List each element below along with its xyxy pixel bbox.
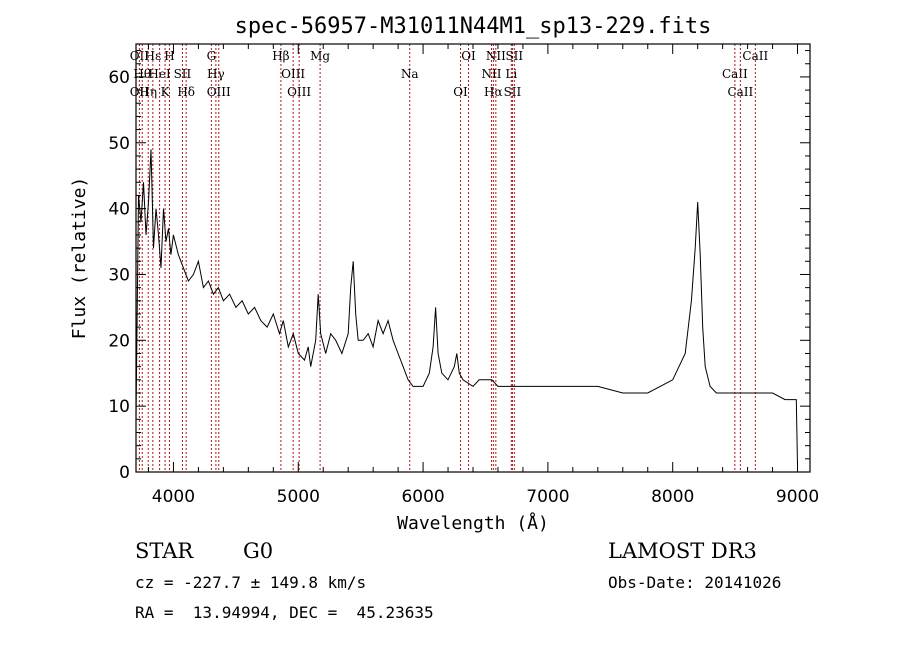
- line-marker-label: Hα: [484, 85, 503, 99]
- line-marker-label: NII: [481, 67, 501, 81]
- survey-name: LAMOST DR3: [608, 539, 757, 563]
- y-axis-ticks: 0 10 20 30 40 50 60: [108, 50, 810, 483]
- line-marker-label: Hε: [145, 49, 162, 63]
- line-marker-label: Li: [505, 67, 517, 81]
- line-marker-label: OI: [461, 49, 476, 63]
- line-marker-label: Mg: [310, 49, 330, 63]
- y-axis-label: Flux (relative): [69, 177, 90, 340]
- line-marker-label: OIII: [207, 85, 231, 99]
- emission-line-markers: OIIOIIHθHηHεHeIKHSIIHδGHγOIIIHβOIIIOIIIM…: [130, 44, 768, 472]
- y-tick-label: 0: [119, 463, 130, 483]
- x-tick-label: 4000: [152, 487, 195, 507]
- object-subclass: G0: [243, 539, 274, 563]
- line-marker-label: SII: [174, 67, 192, 81]
- spectrum-line: [135, 149, 798, 466]
- sky-coordinates: RA = 13.94994, DEC = 45.23635: [135, 603, 434, 622]
- x-tick-label: 7000: [526, 487, 569, 507]
- line-marker-label: H: [164, 49, 174, 63]
- x-tick-label: 6000: [401, 487, 444, 507]
- x-axis-ticks: 4000 5000 6000 7000 8000 9000: [147, 44, 819, 507]
- line-marker-label: HeI: [148, 67, 171, 81]
- line-marker-label: OIII: [281, 67, 305, 81]
- line-marker-label: CaII: [742, 49, 768, 63]
- line-marker-label: Hθ: [133, 67, 151, 81]
- line-marker-label: NII: [486, 49, 506, 63]
- line-marker-label: SII: [505, 49, 523, 63]
- y-tick-label: 40: [108, 200, 130, 220]
- line-marker-label: CaII: [727, 85, 753, 99]
- observation-date: Obs-Date: 20141026: [608, 573, 782, 592]
- line-marker-label: OI: [453, 85, 468, 99]
- line-marker-label: Hβ: [272, 49, 289, 63]
- x-tick-label: 5000: [277, 487, 320, 507]
- line-marker-label: Hγ: [207, 67, 225, 81]
- line-marker-label: SII: [504, 85, 522, 99]
- redshift-velocity: cz = -227.7 ± 149.8 km/s: [135, 573, 367, 592]
- y-tick-label: 20: [108, 331, 130, 351]
- line-marker-label: K: [161, 85, 171, 99]
- x-tick-label: 9000: [776, 487, 819, 507]
- x-tick-label: 8000: [651, 487, 694, 507]
- line-marker-label: Hδ: [177, 85, 195, 99]
- x-axis-label: Wavelength (Å): [397, 512, 549, 534]
- line-marker-label: OIII: [287, 85, 311, 99]
- y-tick-label: 50: [108, 134, 130, 154]
- line-marker-label: Na: [401, 67, 419, 81]
- chart-title: spec-56957-M31011N44M1_sp13-229.fits: [235, 14, 712, 39]
- line-marker-label: OII: [130, 85, 150, 99]
- y-tick-label: 60: [108, 68, 130, 88]
- line-marker-label: G: [207, 49, 217, 63]
- line-marker-label: CaII: [722, 67, 748, 81]
- y-tick-label: 10: [108, 397, 130, 417]
- line-marker-label: OII: [130, 49, 150, 63]
- object-class: STAR: [135, 539, 194, 563]
- plot-frame: [135, 43, 811, 473]
- y-tick-label: 30: [108, 265, 130, 285]
- line-marker-label: Hη: [139, 85, 157, 99]
